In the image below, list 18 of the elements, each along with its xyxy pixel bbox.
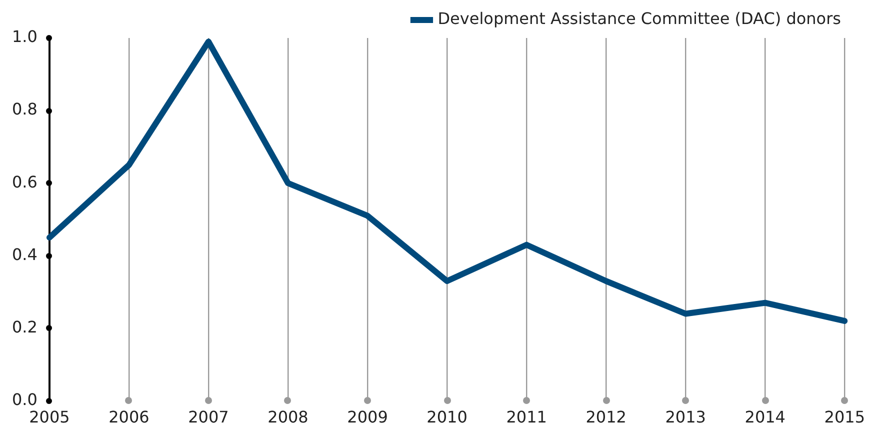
y-tick-label: 0.8 <box>12 100 38 119</box>
y-tick-label: 0.6 <box>12 172 38 192</box>
x-tick-label: 2008 <box>268 408 308 427</box>
x-tick-label: 2011 <box>506 408 547 427</box>
x-tick-label: 2006 <box>108 408 150 427</box>
x-tick-label: 2012 <box>586 408 626 427</box>
x-tick-label: 2014 <box>744 408 786 427</box>
y-tick-label: 0.0 <box>12 390 38 409</box>
y-tick-label: 1.0 <box>12 27 38 46</box>
x-tick-label: 2007 <box>188 408 229 427</box>
y-tick-label: 0.2 <box>12 317 38 336</box>
y-tick-label: 0.4 <box>12 244 38 264</box>
x-tick-label: 2013 <box>665 408 706 427</box>
legend-label: Development Assistance Committee (DAC) donors <box>438 9 842 28</box>
x-tick-label: 2005 <box>29 408 70 427</box>
x-tick-label: 2015 <box>824 408 865 427</box>
x-tick-label: 2009 <box>347 408 388 427</box>
x-tick-label: 2010 <box>426 408 468 427</box>
